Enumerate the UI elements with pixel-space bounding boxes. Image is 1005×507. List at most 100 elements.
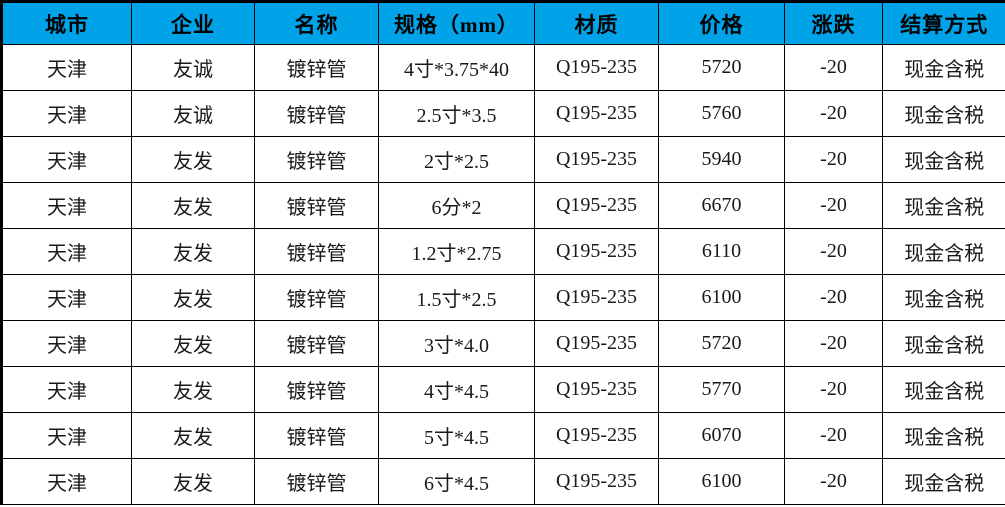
table-row: 天津 友发 镀锌管 3寸*4.0 Q195-235 5720 -20 现金含税 bbox=[1, 320, 1005, 367]
cell-company: 友发 bbox=[131, 412, 255, 459]
cell-price: 6670 bbox=[658, 182, 785, 229]
table-row: 天津 友发 镀锌管 1.5寸*2.5 Q195-235 6100 -20 现金含税 bbox=[1, 274, 1005, 321]
cell-material: Q195-235 bbox=[534, 90, 659, 137]
cell-material: Q195-235 bbox=[534, 136, 659, 183]
cell-price: 6100 bbox=[658, 274, 785, 321]
cell-change: -20 bbox=[784, 182, 883, 229]
cell-settlement: 现金含税 bbox=[882, 136, 1005, 183]
cell-name: 镀锌管 bbox=[254, 136, 379, 183]
cell-change: -20 bbox=[784, 228, 883, 275]
cell-city: 天津 bbox=[1, 274, 132, 321]
cell-spec: 6寸*4.5 bbox=[378, 458, 535, 505]
cell-material: Q195-235 bbox=[534, 320, 659, 367]
cell-company: 友发 bbox=[131, 182, 255, 229]
cell-city: 天津 bbox=[1, 182, 132, 229]
cell-city: 天津 bbox=[1, 320, 132, 367]
cell-change: -20 bbox=[784, 44, 883, 91]
cell-name: 镀锌管 bbox=[254, 228, 379, 275]
header-name: 名称 bbox=[254, 1, 379, 45]
cell-price: 5940 bbox=[658, 136, 785, 183]
cell-spec: 2.5寸*3.5 bbox=[378, 90, 535, 137]
cell-change: -20 bbox=[784, 320, 883, 367]
cell-change: -20 bbox=[784, 90, 883, 137]
cell-change: -20 bbox=[784, 366, 883, 413]
cell-spec: 5寸*4.5 bbox=[378, 412, 535, 459]
cell-price: 5770 bbox=[658, 366, 785, 413]
cell-settlement: 现金含税 bbox=[882, 228, 1005, 275]
table-row: 天津 友诚 镀锌管 4寸*3.75*40 Q195-235 5720 -20 现金含税 bbox=[1, 44, 1005, 91]
cell-name: 镀锌管 bbox=[254, 320, 379, 367]
cell-change: -20 bbox=[784, 412, 883, 459]
cell-name: 镀锌管 bbox=[254, 412, 379, 459]
cell-material: Q195-235 bbox=[534, 458, 659, 505]
cell-name: 镀锌管 bbox=[254, 182, 379, 229]
cell-settlement: 现金含税 bbox=[882, 182, 1005, 229]
cell-settlement: 现金含税 bbox=[882, 412, 1005, 459]
header-row: 城市 企业 名称 规格（mm） 材质 价格 涨跌 结算方式 bbox=[1, 1, 1005, 45]
cell-company: 友诚 bbox=[131, 90, 255, 137]
cell-company: 友发 bbox=[131, 274, 255, 321]
cell-company: 友发 bbox=[131, 458, 255, 505]
cell-spec: 1.2寸*2.75 bbox=[378, 228, 535, 275]
table-row: 天津 友诚 镀锌管 2.5寸*3.5 Q195-235 5760 -20 现金含税 bbox=[1, 90, 1005, 137]
cell-material: Q195-235 bbox=[534, 412, 659, 459]
cell-name: 镀锌管 bbox=[254, 44, 379, 91]
cell-material: Q195-235 bbox=[534, 44, 659, 91]
cell-spec: 1.5寸*2.5 bbox=[378, 274, 535, 321]
header-price: 价格 bbox=[658, 1, 785, 45]
cell-name: 镀锌管 bbox=[254, 458, 379, 505]
cell-spec: 3寸*4.0 bbox=[378, 320, 535, 367]
cell-price: 5720 bbox=[658, 320, 785, 367]
cell-city: 天津 bbox=[1, 44, 132, 91]
table-row: 天津 友发 镀锌管 5寸*4.5 Q195-235 6070 -20 现金含税 bbox=[1, 412, 1005, 459]
cell-name: 镀锌管 bbox=[254, 366, 379, 413]
header-change: 涨跌 bbox=[784, 1, 883, 45]
cell-material: Q195-235 bbox=[534, 182, 659, 229]
cell-change: -20 bbox=[784, 274, 883, 321]
cell-settlement: 现金含税 bbox=[882, 320, 1005, 367]
header-city: 城市 bbox=[1, 1, 132, 45]
table-row: 天津 友发 镀锌管 1.2寸*2.75 Q195-235 6110 -20 现金含税 bbox=[1, 228, 1005, 275]
cell-material: Q195-235 bbox=[534, 228, 659, 275]
table-row: 天津 友发 镀锌管 2寸*2.5 Q195-235 5940 -20 现金含税 bbox=[1, 136, 1005, 183]
cell-name: 镀锌管 bbox=[254, 90, 379, 137]
table-row: 天津 友发 镀锌管 6寸*4.5 Q195-235 6100 -20 现金含税 bbox=[1, 458, 1005, 505]
cell-company: 友发 bbox=[131, 228, 255, 275]
cell-spec: 4寸*3.75*40 bbox=[378, 44, 535, 91]
cell-company: 友发 bbox=[131, 366, 255, 413]
cell-city: 天津 bbox=[1, 458, 132, 505]
table-row: 天津 友发 镀锌管 4寸*4.5 Q195-235 5770 -20 现金含税 bbox=[1, 366, 1005, 413]
cell-price: 6100 bbox=[658, 458, 785, 505]
header-material: 材质 bbox=[534, 1, 659, 45]
cell-city: 天津 bbox=[1, 90, 132, 137]
cell-price: 6110 bbox=[658, 228, 785, 275]
table-row: 天津 友发 镀锌管 6分*2 Q195-235 6670 -20 现金含税 bbox=[1, 182, 1005, 229]
cell-change: -20 bbox=[784, 136, 883, 183]
header-spec: 规格（mm） bbox=[378, 1, 535, 45]
cell-company: 友发 bbox=[131, 320, 255, 367]
header-settlement: 结算方式 bbox=[882, 1, 1005, 45]
cell-city: 天津 bbox=[1, 412, 132, 459]
cell-settlement: 现金含税 bbox=[882, 274, 1005, 321]
cell-settlement: 现金含税 bbox=[882, 44, 1005, 91]
cell-city: 天津 bbox=[1, 136, 132, 183]
header-company: 企业 bbox=[131, 1, 255, 45]
cell-material: Q195-235 bbox=[534, 274, 659, 321]
cell-price: 5760 bbox=[658, 90, 785, 137]
cell-material: Q195-235 bbox=[534, 366, 659, 413]
table-header: 城市 企业 名称 规格（mm） 材质 价格 涨跌 结算方式 bbox=[1, 1, 1005, 45]
cell-company: 友诚 bbox=[131, 44, 255, 91]
cell-settlement: 现金含税 bbox=[882, 458, 1005, 505]
cell-price: 5720 bbox=[658, 44, 785, 91]
cell-price: 6070 bbox=[658, 412, 785, 459]
cell-company: 友发 bbox=[131, 136, 255, 183]
cell-city: 天津 bbox=[1, 366, 132, 413]
cell-city: 天津 bbox=[1, 228, 132, 275]
cell-change: -20 bbox=[784, 458, 883, 505]
cell-spec: 4寸*4.5 bbox=[378, 366, 535, 413]
cell-spec: 6分*2 bbox=[378, 182, 535, 229]
cell-spec: 2寸*2.5 bbox=[378, 136, 535, 183]
cell-name: 镀锌管 bbox=[254, 274, 379, 321]
cell-settlement: 现金含税 bbox=[882, 366, 1005, 413]
